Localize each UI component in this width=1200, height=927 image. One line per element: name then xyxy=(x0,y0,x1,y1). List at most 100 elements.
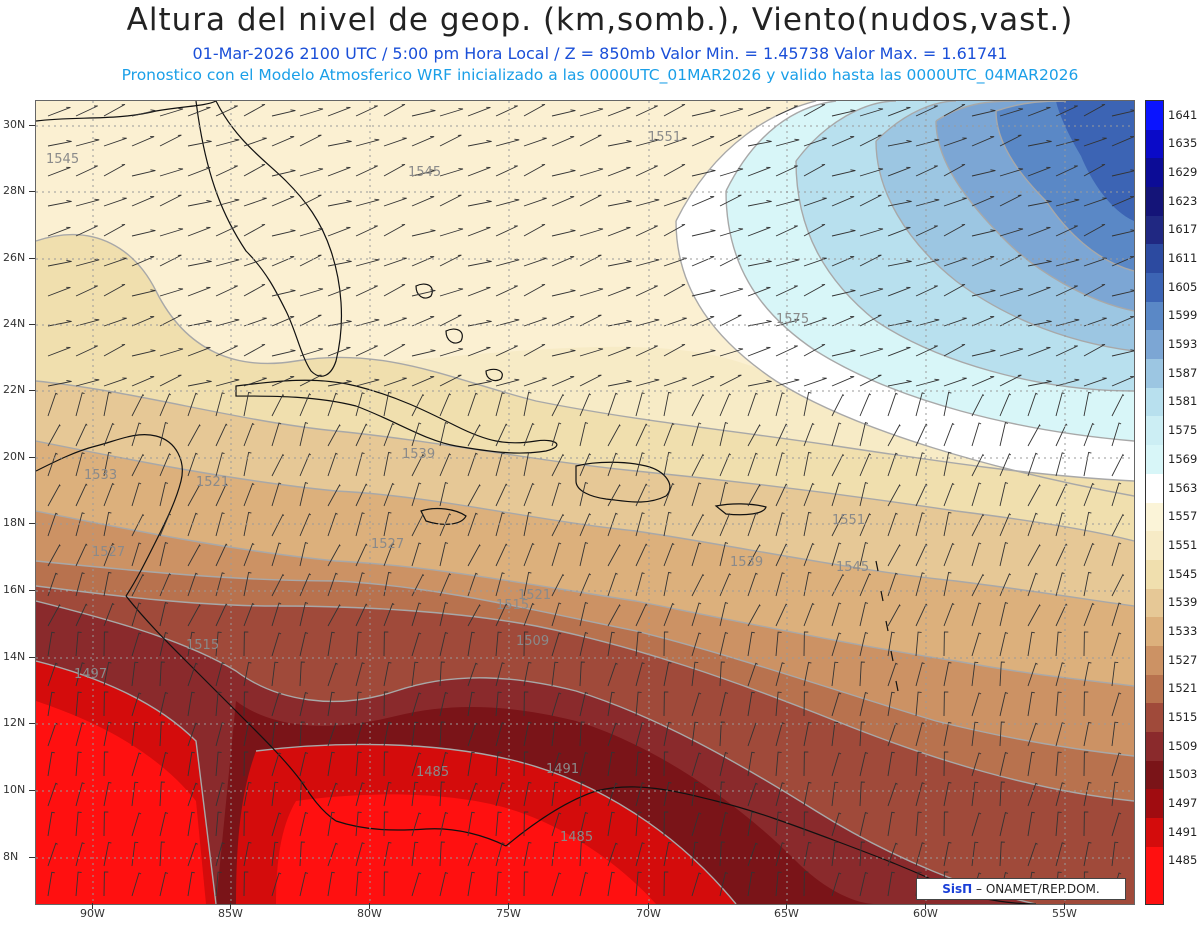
forecast-time-info: 01-Mar-2026 2100 UTC / 5:00 pm Hora Loca… xyxy=(192,44,1008,63)
wind-barb xyxy=(355,378,380,387)
wind-barb xyxy=(271,453,285,477)
wind-barb xyxy=(887,691,895,717)
wind-barb xyxy=(859,661,865,687)
wind-barb xyxy=(299,812,309,837)
wind-barb xyxy=(299,422,309,447)
lat-tick xyxy=(29,258,35,259)
wind-barb xyxy=(635,198,660,207)
wind-barb xyxy=(1027,572,1038,597)
wind-barb xyxy=(47,604,61,627)
wind-barb xyxy=(915,483,928,507)
wind-barb xyxy=(103,571,112,597)
wind-barb xyxy=(1083,781,1092,807)
wind-barb xyxy=(971,812,982,837)
wind-barb xyxy=(215,722,225,747)
wind-barb xyxy=(915,318,940,327)
wind-barb xyxy=(747,691,755,717)
wind-barb xyxy=(75,452,85,477)
wind-barb xyxy=(943,451,952,477)
wind-barb xyxy=(691,109,716,117)
wind-barb xyxy=(803,391,812,417)
colorbar-label: 1563 xyxy=(1168,480,1198,495)
wind-barb xyxy=(467,751,475,777)
wind-barb xyxy=(299,573,311,597)
wind-barb xyxy=(1083,661,1092,687)
wind-barb xyxy=(999,841,1005,867)
wind-barb xyxy=(523,571,532,597)
wind-barb xyxy=(1083,343,1106,357)
wind-barb xyxy=(1083,511,1092,537)
wind-barb xyxy=(915,631,922,657)
wind-barb xyxy=(831,256,855,267)
wind-barb xyxy=(691,393,705,417)
wind-barb xyxy=(579,812,589,837)
wind-barb xyxy=(159,841,165,867)
wind-barb xyxy=(1083,571,1092,597)
contour-label: 1551 xyxy=(648,130,681,145)
wind-barb xyxy=(719,632,729,657)
lon-tick xyxy=(925,903,926,909)
wind-barb xyxy=(999,314,1022,327)
wind-barb xyxy=(523,661,532,687)
wind-barb xyxy=(299,632,309,657)
wind-barb xyxy=(187,722,198,747)
wind-barb xyxy=(299,781,305,807)
wind-barb xyxy=(495,691,502,717)
wind-barb xyxy=(495,722,505,747)
wind-barb xyxy=(943,103,966,117)
wind-barb xyxy=(971,316,995,327)
wind-barb xyxy=(495,392,505,417)
wind-barb xyxy=(663,377,687,387)
wind-barb xyxy=(915,452,925,477)
wind-barb xyxy=(495,105,518,117)
wind-barb xyxy=(1111,376,1134,387)
wind-barb xyxy=(607,782,618,807)
wind-barb xyxy=(999,661,1005,687)
wind-barb xyxy=(467,346,491,357)
wind-barb xyxy=(719,134,742,147)
wind-barb xyxy=(1055,751,1062,777)
wind-barb xyxy=(1083,223,1106,237)
colorbar-cell xyxy=(1146,731,1163,762)
colorbar-label: 1617 xyxy=(1168,222,1198,237)
wind-barb xyxy=(47,691,55,717)
wind-barb xyxy=(887,452,898,477)
wind-barb xyxy=(47,572,58,597)
wind-barb xyxy=(719,453,731,477)
wind-barb xyxy=(355,318,380,327)
wind-barb xyxy=(495,603,508,627)
lat-label: 8N xyxy=(3,850,19,863)
wind-barb xyxy=(999,108,1024,117)
wind-barb xyxy=(439,194,462,207)
wind-barb xyxy=(915,572,925,597)
wind-barb xyxy=(299,602,309,627)
wind-barb xyxy=(831,721,839,747)
colorbar-cell xyxy=(1146,502,1163,532)
wind-barb xyxy=(215,105,238,117)
wind-barb xyxy=(1083,721,1092,747)
contour-label: 1575 xyxy=(776,312,809,327)
wind-barb xyxy=(383,542,395,567)
wind-barb xyxy=(131,573,145,597)
wind-barb xyxy=(243,871,249,897)
wind-barb xyxy=(159,542,169,567)
wind-barb xyxy=(103,602,115,627)
wind-barb xyxy=(495,543,508,567)
wind-barb xyxy=(103,751,109,777)
wind-barb xyxy=(971,752,982,777)
wind-barb xyxy=(215,512,225,537)
wind-barb xyxy=(803,781,812,807)
wind-barb xyxy=(691,692,702,717)
wind-barb xyxy=(327,782,338,807)
wind-barb xyxy=(999,721,1005,747)
wind-barb xyxy=(215,842,225,867)
wind-barb xyxy=(299,194,322,207)
wind-barb xyxy=(439,721,445,747)
wind-barb xyxy=(1027,751,1035,777)
wind-barb xyxy=(131,349,156,357)
wind-barb xyxy=(551,136,575,147)
wind-barb xyxy=(999,288,1024,297)
lat-tick xyxy=(29,324,35,325)
wind-barb xyxy=(411,289,436,297)
wind-barb xyxy=(859,134,882,147)
